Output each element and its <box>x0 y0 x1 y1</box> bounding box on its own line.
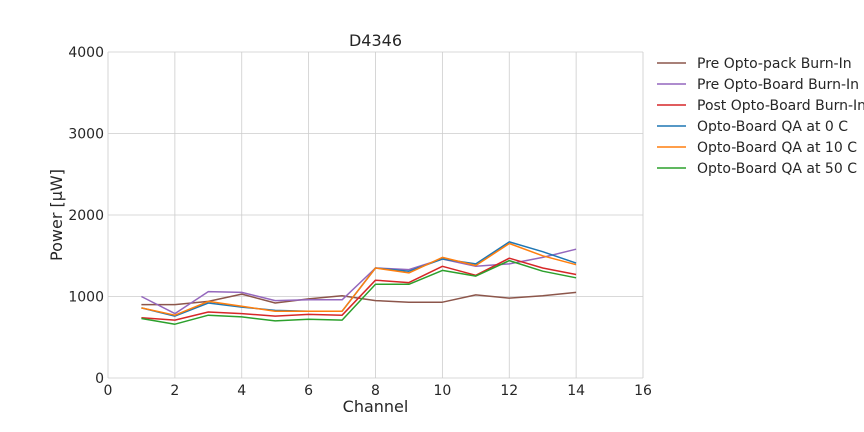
y-tick-label: 4000 <box>68 45 104 61</box>
legend-label: Pre Opto-pack Burn-In <box>697 56 852 72</box>
x-tick-label: 10 <box>433 383 451 399</box>
legend-label: Opto-Board QA at 10 C <box>697 140 857 156</box>
series-line-6 <box>141 259 577 325</box>
x-axis-label: Channel <box>343 397 409 416</box>
x-tick-label: 4 <box>237 383 246 399</box>
x-tick-labels: 0 2 4 6 8 10 12 14 16 <box>104 383 652 399</box>
series-line-3 <box>141 257 577 321</box>
y-tick-labels: 0 1000 2000 3000 4000 <box>68 45 104 387</box>
legend-label: Opto-Board QA at 50 C <box>697 161 857 177</box>
chart-title: D4346 <box>349 31 402 50</box>
x-tick-label: 16 <box>634 383 652 399</box>
y-axis-label: Power [μW] <box>47 169 66 261</box>
x-tick-label: 8 <box>371 383 380 399</box>
legend: Pre Opto-pack Burn-In Pre Opto-Board Burn… <box>657 56 864 177</box>
y-tick-label: 0 <box>95 371 104 387</box>
series-line-5 <box>141 242 577 316</box>
series-line-2 <box>141 248 577 315</box>
legend-label: Opto-Board QA at 0 C <box>697 119 848 135</box>
y-tick-label: 3000 <box>68 127 104 143</box>
x-tick-label: 2 <box>170 383 179 399</box>
grid <box>107 51 644 379</box>
x-tick-label: 0 <box>104 383 113 399</box>
legend-label: Pre Opto-Board Burn-In <box>697 77 859 93</box>
x-tick-label: 14 <box>567 383 585 399</box>
x-tick-label: 12 <box>500 383 518 399</box>
y-tick-label: 2000 <box>68 208 104 224</box>
series-lines <box>141 241 577 325</box>
legend-label: Post Opto-Board Burn-In <box>697 98 864 114</box>
x-tick-label: 6 <box>304 383 313 399</box>
y-tick-label: 1000 <box>68 290 104 306</box>
